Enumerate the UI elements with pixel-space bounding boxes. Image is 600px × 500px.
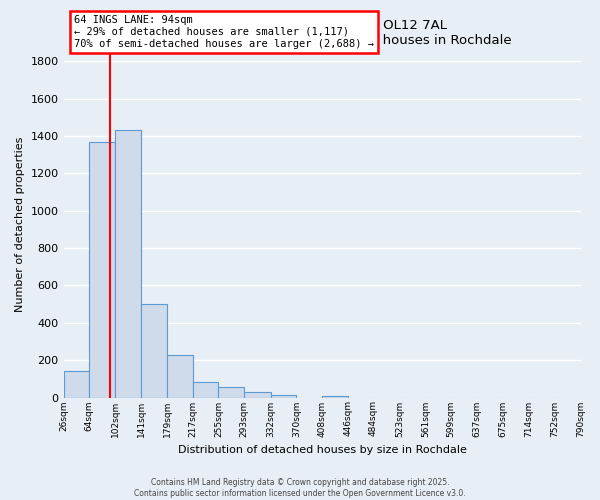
- Y-axis label: Number of detached properties: Number of detached properties: [15, 137, 25, 312]
- Bar: [115, 130, 142, 398]
- Bar: [193, 382, 218, 398]
- Bar: [218, 387, 244, 398]
- Text: 64 INGS LANE: 94sqm
← 29% of detached houses are smaller (1,117)
70% of semi-det: 64 INGS LANE: 94sqm ← 29% of detached ho…: [74, 16, 374, 48]
- Bar: [142, 304, 167, 398]
- Bar: [322, 396, 348, 398]
- Bar: [244, 392, 271, 398]
- Bar: [64, 372, 89, 398]
- Text: Contains HM Land Registry data © Crown copyright and database right 2025.
Contai: Contains HM Land Registry data © Crown c…: [134, 478, 466, 498]
- Bar: [271, 394, 296, 398]
- Title: 64, INGS LANE, ROCHDALE, OL12 7AL
Size of property relative to detached houses i: 64, INGS LANE, ROCHDALE, OL12 7AL Size o…: [133, 18, 511, 46]
- Bar: [89, 142, 115, 398]
- X-axis label: Distribution of detached houses by size in Rochdale: Distribution of detached houses by size …: [178, 445, 466, 455]
- Bar: [167, 354, 193, 398]
